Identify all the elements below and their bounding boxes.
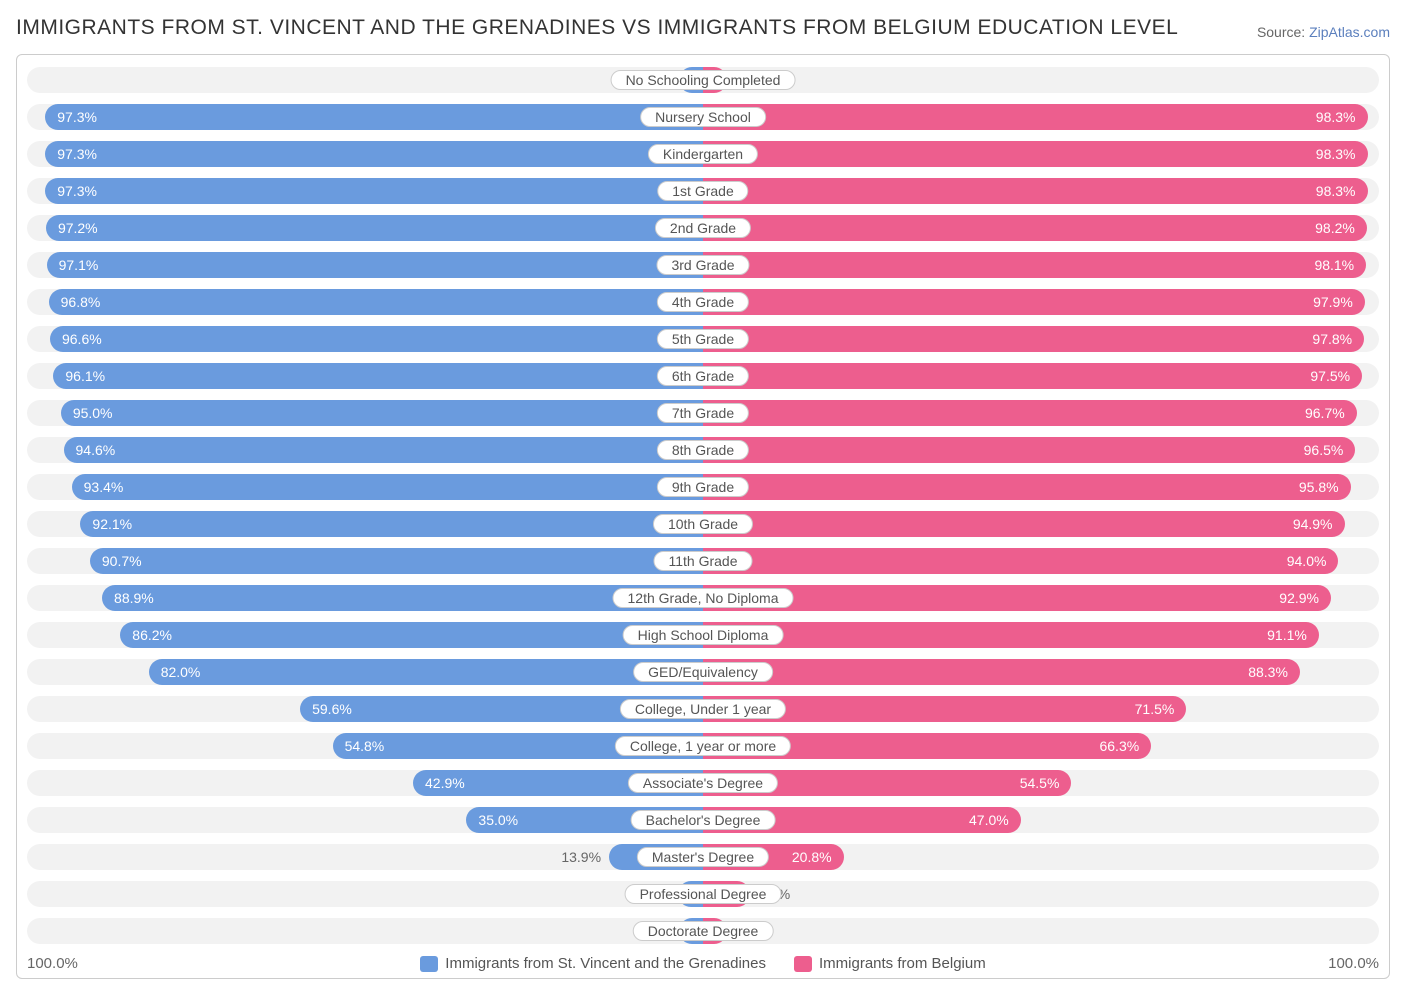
legend: Immigrants from St. Vincent and the Gren… — [78, 955, 1328, 972]
diverging-bar-chart: 2.7%1.7%No Schooling Completed97.3%98.3%… — [16, 54, 1390, 979]
right-bar: 92.9% — [703, 585, 1331, 611]
right-bar: 98.2% — [703, 215, 1367, 241]
legend-label: Immigrants from St. Vincent and the Gren… — [445, 955, 766, 972]
chart-row: 86.2%91.1%High School Diploma — [27, 622, 1379, 648]
right-bar: 97.5% — [703, 363, 1362, 389]
chart-row: 2.7%1.7%No Schooling Completed — [27, 67, 1379, 93]
chart-header: IMMIGRANTS FROM ST. VINCENT AND THE GREN… — [16, 16, 1390, 40]
category-label: Bachelor's Degree — [631, 810, 776, 830]
category-label: 11th Grade — [653, 551, 752, 571]
chart-row: 97.3%98.3%Kindergarten — [27, 141, 1379, 167]
right-bar: 97.9% — [703, 289, 1365, 315]
category-label: 2nd Grade — [655, 218, 751, 238]
category-label: College, Under 1 year — [620, 699, 786, 719]
chart-row: 42.9%54.5%Associate's Degree — [27, 770, 1379, 796]
category-label: 12th Grade, No Diploma — [613, 588, 794, 608]
category-label: College, 1 year or more — [615, 736, 791, 756]
category-label: Master's Degree — [637, 847, 769, 867]
category-label: No Schooling Completed — [611, 70, 796, 90]
left-bar: 82.0% — [149, 659, 703, 685]
left-bar: 86.2% — [120, 622, 703, 648]
chart-row: 96.8%97.9%4th Grade — [27, 289, 1379, 315]
chart-row: 13.9%20.8%Master's Degree — [27, 844, 1379, 870]
chart-row: 96.1%97.5%6th Grade — [27, 363, 1379, 389]
right-bar: 98.1% — [703, 252, 1366, 278]
left-bar: 97.3% — [45, 104, 703, 130]
axis-right-max: 100.0% — [1328, 955, 1379, 972]
category-label: Associate's Degree — [628, 773, 778, 793]
left-bar: 97.1% — [47, 252, 703, 278]
category-label: 1st Grade — [657, 181, 748, 201]
right-bar: 96.5% — [703, 437, 1355, 463]
right-bar: 98.3% — [703, 141, 1368, 167]
category-label: 3rd Grade — [656, 255, 749, 275]
chart-row: 97.3%98.3%Nursery School — [27, 104, 1379, 130]
chart-row: 35.0%47.0%Bachelor's Degree — [27, 807, 1379, 833]
category-label: 8th Grade — [657, 440, 749, 460]
category-label: 10th Grade — [653, 514, 753, 534]
category-label: Doctorate Degree — [633, 921, 774, 941]
category-label: 5th Grade — [657, 329, 749, 349]
chart-row: 97.1%98.1%3rd Grade — [27, 252, 1379, 278]
source-prefix: Source: — [1257, 24, 1309, 40]
chart-row: 54.8%66.3%College, 1 year or more — [27, 733, 1379, 759]
left-bar: 97.3% — [45, 178, 703, 204]
category-label: 7th Grade — [657, 403, 749, 423]
left-bar: 90.7% — [90, 548, 703, 574]
right-bar: 98.3% — [703, 178, 1368, 204]
legend-label: Immigrants from Belgium — [819, 955, 986, 972]
chart-row: 88.9%92.9%12th Grade, No Diploma — [27, 585, 1379, 611]
right-bar: 98.3% — [703, 104, 1368, 130]
chart-row: 97.3%98.3%1st Grade — [27, 178, 1379, 204]
left-bar: 95.0% — [61, 400, 703, 426]
left-bar: 96.8% — [49, 289, 703, 315]
right-bar: 95.8% — [703, 474, 1351, 500]
chart-row: 82.0%88.3%GED/Equivalency — [27, 659, 1379, 685]
chart-row: 90.7%94.0%11th Grade — [27, 548, 1379, 574]
category-label: Nursery School — [640, 107, 766, 127]
chart-row: 94.6%96.5%8th Grade — [27, 437, 1379, 463]
chart-row: 59.6%71.5%College, Under 1 year — [27, 696, 1379, 722]
left-bar: 94.6% — [64, 437, 703, 463]
category-label: 4th Grade — [657, 292, 749, 312]
category-label: 9th Grade — [657, 477, 749, 497]
category-label: Kindergarten — [648, 144, 758, 164]
chart-row: 97.2%98.2%2nd Grade — [27, 215, 1379, 241]
chart-row: 96.6%97.8%5th Grade — [27, 326, 1379, 352]
chart-row: 95.0%96.7%7th Grade — [27, 400, 1379, 426]
category-label: GED/Equivalency — [633, 662, 773, 682]
axis-left-max: 100.0% — [27, 955, 78, 972]
category-label: 6th Grade — [657, 366, 749, 386]
legend-item: Immigrants from Belgium — [794, 955, 986, 972]
right-bar: 94.0% — [703, 548, 1338, 574]
chart-footer: 100.0% Immigrants from St. Vincent and t… — [27, 955, 1379, 972]
chart-row: 3.7%7.0%Professional Degree — [27, 881, 1379, 907]
right-bar: 96.7% — [703, 400, 1357, 426]
left-bar: 97.3% — [45, 141, 703, 167]
right-bar: 97.8% — [703, 326, 1364, 352]
source-attribution: Source: ZipAtlas.com — [1257, 24, 1390, 40]
left-bar: 92.1% — [80, 511, 703, 537]
left-bar: 97.2% — [46, 215, 703, 241]
chart-row: 92.1%94.9%10th Grade — [27, 511, 1379, 537]
category-label: Professional Degree — [625, 884, 782, 904]
legend-swatch — [794, 956, 812, 972]
right-bar: 88.3% — [703, 659, 1300, 685]
right-bar: 91.1% — [703, 622, 1319, 648]
chart-row: 1.3%2.9%Doctorate Degree — [27, 918, 1379, 944]
legend-item: Immigrants from St. Vincent and the Gren… — [420, 955, 766, 972]
chart-title: IMMIGRANTS FROM ST. VINCENT AND THE GREN… — [16, 16, 1178, 40]
chart-row: 93.4%95.8%9th Grade — [27, 474, 1379, 500]
left-bar: 96.1% — [53, 363, 703, 389]
left-value-label: 13.9% — [553, 849, 609, 865]
right-bar: 94.9% — [703, 511, 1345, 537]
legend-swatch — [420, 956, 438, 972]
source-link[interactable]: ZipAtlas.com — [1309, 24, 1390, 40]
left-bar: 96.6% — [50, 326, 703, 352]
category-label: High School Diploma — [623, 625, 784, 645]
left-bar: 93.4% — [72, 474, 703, 500]
